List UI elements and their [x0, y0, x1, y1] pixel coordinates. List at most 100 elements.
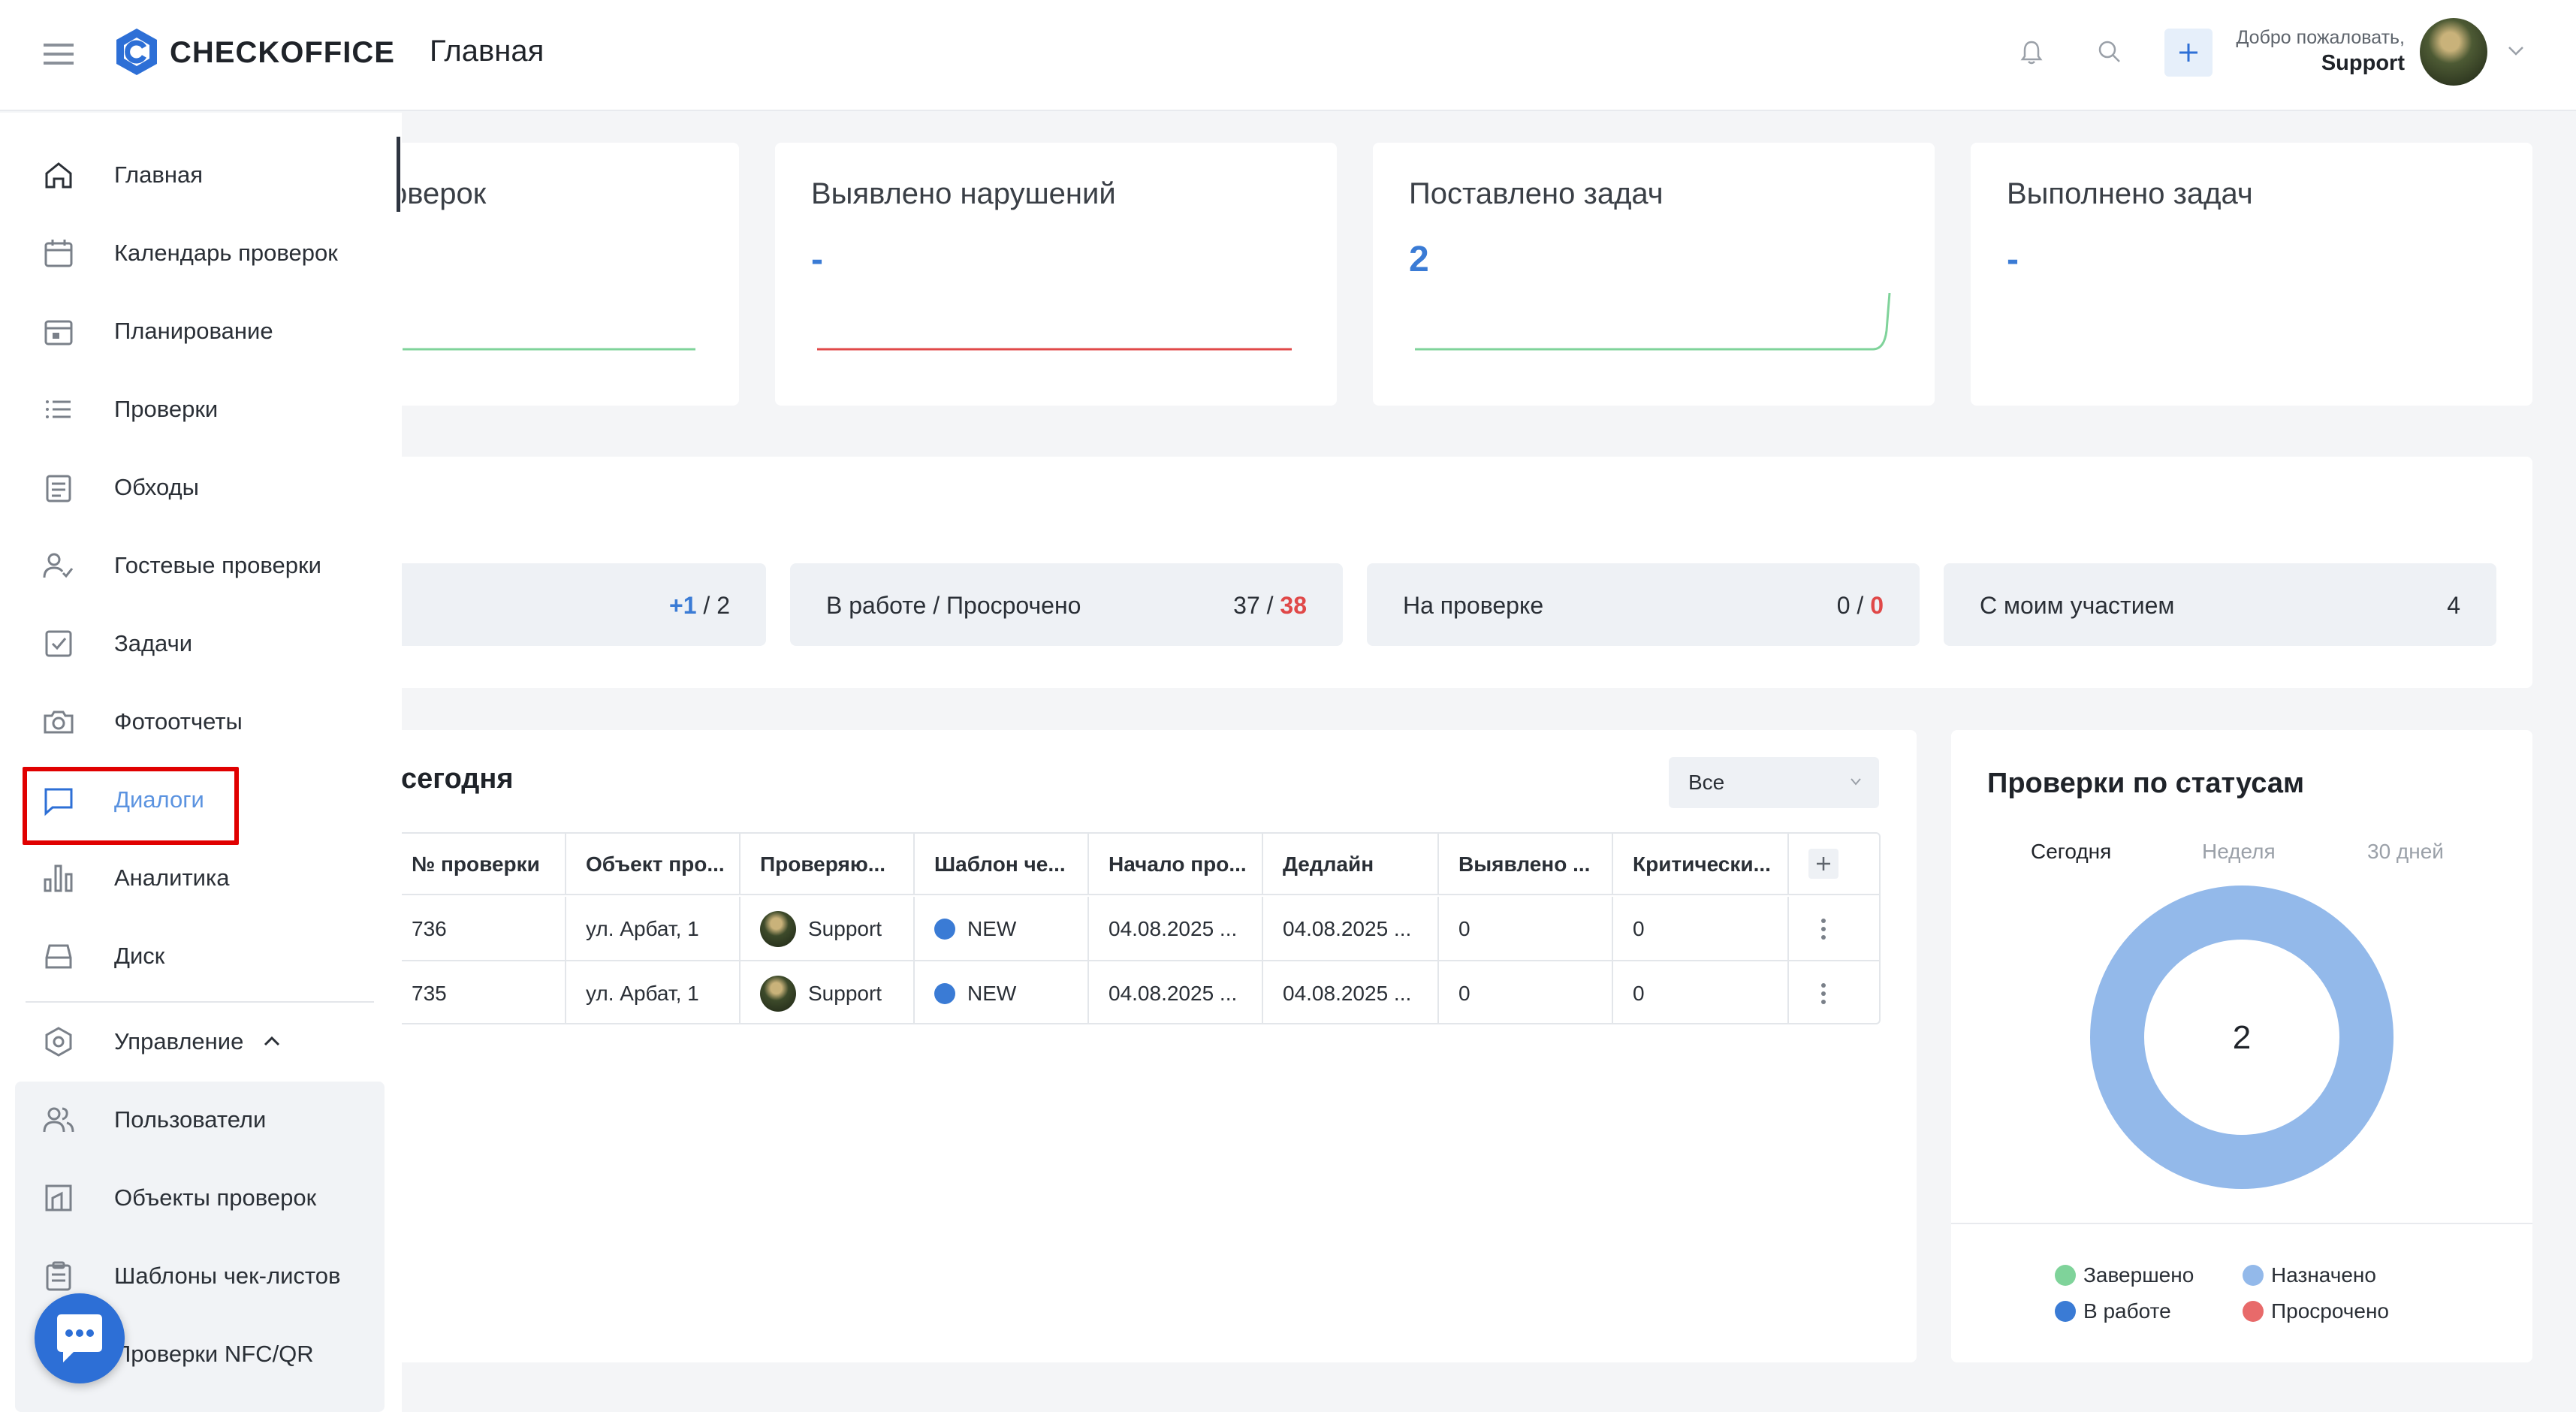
cell-start: 04.08.2025 ... [1089, 961, 1263, 1023]
sidebar: Главная Календарь проверок Планирование … [0, 113, 402, 1412]
sidebar-item-rounds[interactable]: Обходы [0, 450, 402, 525]
sidebar-item-guest[interactable]: Гостевые проверки [0, 528, 402, 603]
disk-icon [45, 944, 72, 969]
management-icon [45, 1027, 72, 1057]
legend-item[interactable]: Назначено [2243, 1263, 2376, 1287]
sidebar-item-home[interactable]: Главная [0, 137, 402, 213]
stat-label: В работе / Просрочено [826, 592, 1081, 619]
column-header[interactable]: № проверки [392, 834, 566, 895]
column-header[interactable]: Начало про... [1089, 834, 1263, 895]
today-table: № проверки Объект про... Проверяю... Шаб… [391, 832, 1881, 1024]
more-vertical-icon[interactable] [1816, 916, 1831, 942]
chevron-up-icon[interactable] [263, 1034, 281, 1048]
legend-swatch [2243, 1301, 2264, 1322]
donut-segment-0[interactable] [2090, 886, 2394, 1189]
section-title: Проверки по статусам [1987, 768, 2305, 799]
sidebar-item-inspections[interactable]: Проверки [0, 372, 402, 447]
user-name: Support [2321, 51, 2405, 75]
highlight-box [23, 767, 239, 845]
stat-value: +1 / 2 [669, 592, 730, 619]
search-icon[interactable] [2097, 39, 2122, 65]
menu-icon[interactable] [44, 42, 74, 66]
sidebar-item-objects[interactable]: Объекты проверок [0, 1160, 402, 1236]
sidebar-item-label: Управление [114, 1028, 244, 1054]
stat-label: На проверке [1403, 592, 1544, 619]
sidebar-item-label: Проверки [114, 396, 219, 422]
kpi-sparkline [817, 348, 1292, 351]
sidebar-item-label: Диск [114, 943, 165, 969]
cell-template: NEW [915, 961, 1089, 1023]
legend-swatch [2055, 1265, 2076, 1286]
table-row[interactable]: 736 ул. Арбат, 1 Support NEW 04.08.2025 … [392, 897, 1879, 961]
sidebar-item-checklist-templates[interactable]: Шаблоны чек-листов [0, 1239, 402, 1314]
objects-icon [45, 1184, 72, 1211]
sidebar-item-dialogs[interactable]: Диалоги [0, 762, 402, 845]
cell-template: NEW [915, 897, 1089, 961]
cell-inspector: Support [741, 961, 915, 1023]
stat-new[interactable]: +1 / 2 [391, 563, 766, 646]
legend-item[interactable]: Просрочено [2243, 1299, 2389, 1323]
stat-my-participation[interactable]: С моим участием 4 [1944, 563, 2496, 646]
filter-value: Все [1688, 771, 1725, 794]
sidebar-item-management[interactable]: Управление [0, 1004, 402, 1079]
logo-text: CHECKOFFICE [170, 36, 395, 69]
sidebar-item-label: Шаблоны чек-листов [114, 1263, 341, 1289]
kpi-sparkline [1415, 293, 1891, 351]
sidebar-scroll-indicator[interactable] [397, 137, 400, 212]
sidebar-item-photo-reports[interactable]: Фотоотчеты [0, 684, 402, 759]
legend-item[interactable]: Завершено [2055, 1263, 2194, 1287]
tab-30-days[interactable]: 30 дней [2367, 840, 2444, 863]
bell-icon[interactable] [2020, 39, 2043, 65]
sidebar-item-planning[interactable]: Планирование [0, 294, 402, 369]
sidebar-item-users[interactable]: Пользователи [0, 1082, 402, 1157]
legend-item[interactable]: В работе [2055, 1299, 2171, 1323]
column-header[interactable]: Дедлайн [1263, 834, 1439, 895]
sidebar-item-analytics[interactable]: Аналитика [0, 840, 402, 916]
sidebar-item-label: Планирование [114, 318, 273, 344]
chevron-down-icon[interactable] [2507, 44, 2525, 59]
sidebar-item-disk[interactable]: Диск [0, 919, 402, 994]
stat-on-review[interactable]: На проверке 0 / 0 [1367, 563, 1920, 646]
kpi-card-violations: Выявлено нарушений - [775, 143, 1337, 406]
stat-value: 4 [2447, 592, 2460, 619]
chat-icon [57, 1314, 102, 1362]
filter-select[interactable]: Все [1669, 757, 1879, 808]
add-column-button[interactable] [1808, 849, 1838, 879]
sidebar-item-label: Главная [114, 161, 203, 188]
add-button[interactable] [2164, 29, 2213, 77]
tab-week[interactable]: Неделя [2202, 840, 2276, 863]
sidebar-item-label: Фотоотчеты [114, 708, 243, 735]
sidebar-item-tasks[interactable]: Задачи [0, 606, 402, 681]
column-header[interactable]: Проверяю... [741, 834, 915, 895]
cell-object: ул. Арбат, 1 [566, 961, 741, 1023]
chevron-down-icon [1851, 778, 1861, 786]
welcome-text: Добро пожаловать, [2236, 27, 2405, 48]
sidebar-item-label: Календарь проверок [114, 240, 338, 266]
table-row[interactable]: 735 ул. Арбат, 1 Support NEW 04.08.2025 … [392, 961, 1879, 1023]
analytics-icon [44, 864, 73, 892]
plus-icon [2179, 44, 2197, 62]
tab-today[interactable]: Сегодня [2031, 840, 2112, 863]
logo-icon [116, 29, 157, 75]
sidebar-item-calendar[interactable]: Календарь проверок [0, 216, 402, 291]
stat-in-progress-overdue[interactable]: В работе / Просрочено 37 / 38 [790, 563, 1343, 646]
column-header[interactable]: Выявлено ... [1439, 834, 1613, 895]
camera-icon [44, 711, 74, 734]
sidebar-item-label: Обходы [114, 474, 199, 500]
plus-icon [1817, 857, 1830, 870]
cell-critical: 0 [1613, 897, 1789, 961]
chat-fab-button[interactable] [35, 1293, 125, 1383]
stat-value: 37 / 38 [1233, 592, 1307, 619]
kpi-card-tasks-done: Выполнено задач - [1971, 143, 2532, 406]
column-header[interactable]: Критически... [1613, 834, 1789, 895]
users-icon [43, 1107, 74, 1133]
avatar [760, 911, 796, 947]
stat-label: С моим участием [1980, 592, 2175, 619]
rounds-icon [46, 475, 71, 502]
column-header[interactable]: Шаблон че... [915, 834, 1089, 895]
sidebar-item-nfc-qr[interactable]: Проверки NFC/QR [0, 1317, 402, 1392]
cell-deadline: 04.08.2025 ... [1263, 897, 1439, 961]
more-vertical-icon[interactable] [1816, 981, 1831, 1006]
avatar[interactable] [2420, 18, 2487, 86]
column-header[interactable]: Объект про... [566, 834, 741, 895]
